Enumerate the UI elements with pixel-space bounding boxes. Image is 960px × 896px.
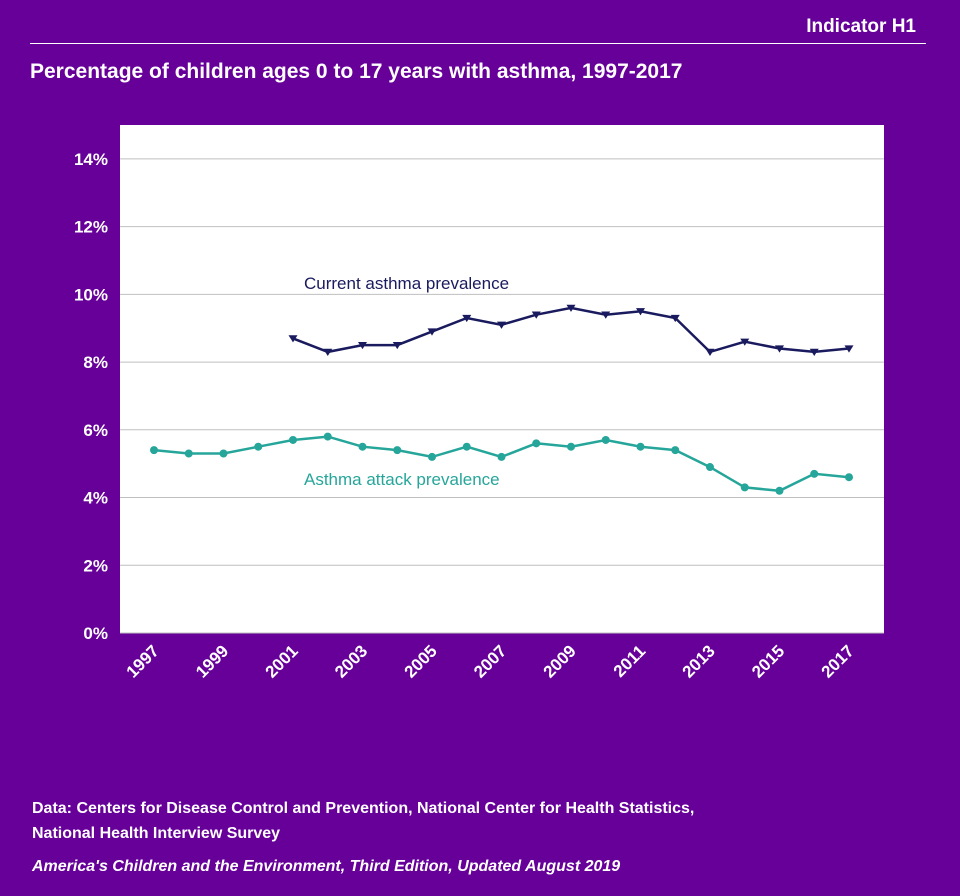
source-line-1: Data: Centers for Disease Control and Pr…	[32, 800, 695, 817]
data-point-circle	[462, 442, 471, 451]
x-tick-label: 2009	[540, 641, 580, 681]
source-line-2: National Health Interview Survey	[32, 825, 281, 842]
chart-title: Percentage of children ages 0 to 17 year…	[30, 60, 683, 83]
y-tick-label: 10%	[74, 285, 108, 304]
data-point-circle	[497, 452, 506, 461]
data-point-triangle	[323, 348, 333, 356]
x-tick-label: 2015	[748, 641, 788, 681]
x-tick-label: 2017	[818, 641, 858, 681]
x-tick-label: 2007	[470, 641, 510, 681]
data-point-circle	[289, 435, 297, 444]
data-point-circle	[706, 463, 714, 472]
x-tick-label: 2005	[401, 641, 441, 681]
x-tick-label: 2011	[610, 641, 650, 681]
x-tick-label: 1999	[192, 641, 232, 681]
header-divider	[30, 43, 926, 44]
data-point-circle	[636, 442, 645, 451]
y-axis-ticks: 0% 2% 4% 6% 8% 10% 12% 14%	[74, 150, 108, 643]
data-point-circle	[567, 442, 575, 451]
data-point-circle	[428, 452, 436, 461]
y-tick-label: 0%	[83, 624, 108, 643]
y-tick-label: 2%	[83, 556, 108, 575]
data-point-triangle	[636, 308, 645, 316]
data-point-triangle	[809, 348, 819, 356]
data-point-circle	[810, 469, 819, 478]
data-point-circle	[532, 439, 541, 448]
data-point-triangle	[601, 311, 611, 319]
y-tick-label: 6%	[83, 421, 108, 440]
x-tick-label: 2003	[331, 641, 371, 681]
data-point-circle	[184, 449, 193, 458]
data-point-circle	[219, 449, 228, 458]
data-point-triangle	[566, 304, 576, 312]
x-axis-ticks: 1997 1999 2001 2003 2005 2007 2009 2011 2013 2015…	[123, 641, 858, 681]
x-tick-label: 2013	[679, 641, 719, 681]
y-tick-label: 8%	[83, 353, 108, 372]
data-point-triangle	[462, 314, 472, 323]
y-tick-label: 14%	[74, 150, 108, 169]
data-point-triangle	[358, 341, 367, 350]
gridlines	[120, 158, 884, 634]
x-tick-label: 1997	[123, 641, 163, 681]
data-point-circle	[393, 446, 402, 455]
series-label: Asthma attack prevalence	[304, 470, 500, 489]
data-point-triangle	[705, 348, 715, 356]
y-tick-label: 12%	[74, 218, 108, 237]
data-point-triangle	[844, 345, 854, 353]
data-point-triangle	[427, 328, 437, 336]
data-point-triangle	[288, 335, 298, 343]
data-point-circle	[775, 486, 784, 495]
data-point-triangle	[670, 314, 680, 323]
data-point-circle	[671, 446, 680, 455]
x-tick-label: 2001	[262, 641, 302, 681]
citation: America's Children and the Environment, …	[32, 858, 621, 875]
data-point-circle	[845, 473, 853, 482]
data-point-triangle	[392, 341, 402, 350]
indicator-label: Indicator H1	[806, 16, 916, 37]
data-point-circle	[740, 483, 749, 492]
data-point-triangle	[497, 321, 506, 329]
data-source: Data: Centers for Disease Control and Pr…	[32, 796, 694, 846]
plot-area	[120, 125, 884, 633]
series-group: Current asthma prevalence Asthma attack p…	[150, 274, 854, 495]
data-point-triangle	[775, 345, 784, 353]
data-point-circle	[150, 446, 158, 455]
series-label: Current asthma prevalence	[304, 274, 509, 293]
data-point-circle	[358, 442, 367, 451]
y-tick-label: 4%	[83, 489, 108, 508]
data-point-circle	[323, 432, 332, 441]
data-point-triangle	[740, 338, 750, 346]
data-point-circle	[601, 435, 610, 444]
data-point-triangle	[531, 311, 541, 319]
data-point-circle	[254, 442, 263, 451]
